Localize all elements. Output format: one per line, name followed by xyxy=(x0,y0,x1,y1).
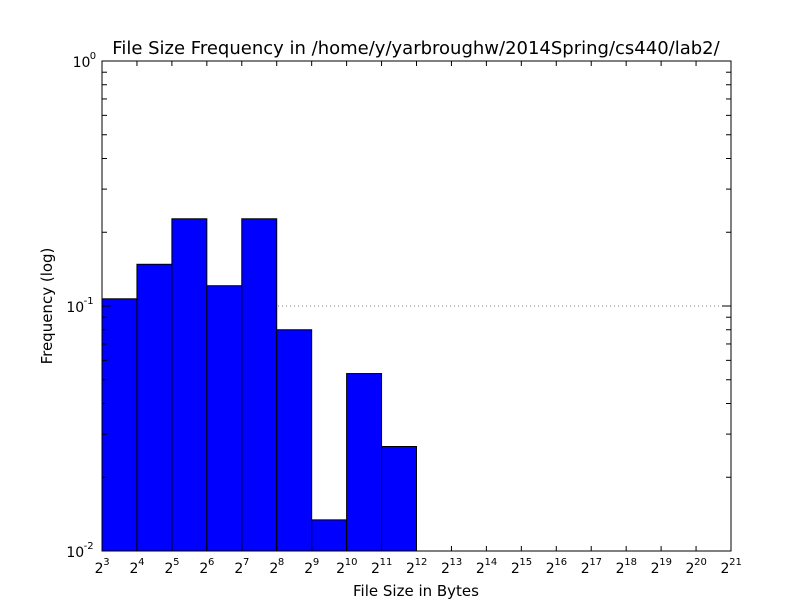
x-tick-label-5-base: 2 xyxy=(164,561,173,577)
x-tick-label-20: 2 20 xyxy=(686,557,707,577)
x-axis-label: File Size in Bytes xyxy=(353,582,479,600)
histogram-bar-0 xyxy=(101,298,138,552)
x-tick-label-20-base: 2 xyxy=(686,561,695,577)
x-tick-label-18: 2 18 xyxy=(616,557,637,577)
x-tick-label-14-exponent: 14 xyxy=(484,557,497,568)
histogram-bar-2 xyxy=(171,218,208,552)
x-tick-label-3-base: 2 xyxy=(95,561,104,577)
x-tick-label-15: 2 15 xyxy=(511,557,532,577)
x-tick-label-17: 2 17 xyxy=(581,557,602,577)
x-tick-label-13-base: 2 xyxy=(441,561,450,577)
y-tick-label-0: 10 0 xyxy=(73,51,97,71)
bars-layer xyxy=(101,218,417,552)
x-tick-label-16-base: 2 xyxy=(546,561,555,577)
y-tick-label-0-base: 10 xyxy=(73,55,91,71)
y-tick-label--2-base: 10 xyxy=(66,545,84,561)
x-tick-label-15-exponent: 15 xyxy=(519,557,532,568)
x-tick-label-12-exponent: 12 xyxy=(415,557,428,568)
x-tick-label-10-base: 2 xyxy=(336,561,345,577)
x-tick-labels: 2 3 2 4 2 5 2 6 2 7 2 8 2 9 2 10 2 11 2 12 2 13 2 14 2 15 2 16 2 17 2 1… xyxy=(95,557,742,577)
x-tick-label-17-base: 2 xyxy=(581,561,590,577)
x-tick-label-11: 2 11 xyxy=(371,557,392,577)
x-tick-label-16: 2 16 xyxy=(546,557,567,577)
x-tick-label-9-exponent: 9 xyxy=(313,557,319,568)
x-tick-label-6-base: 2 xyxy=(199,561,208,577)
x-tick-label-12: 2 12 xyxy=(406,557,427,577)
ticks-layer xyxy=(101,60,732,552)
x-tick-label-13: 2 13 xyxy=(441,557,462,577)
y-tick-label-0-exponent: 0 xyxy=(90,51,96,62)
x-tick-label-11-base: 2 xyxy=(371,561,380,577)
x-tick-label-12-base: 2 xyxy=(406,561,415,577)
histogram-bar-5 xyxy=(276,329,313,552)
x-tick-label-20-exponent: 20 xyxy=(694,557,707,568)
x-tick-label-19-exponent: 19 xyxy=(659,557,672,568)
y-tick-label--2-exponent: -2 xyxy=(84,541,94,552)
x-tick-label-14: 2 14 xyxy=(476,557,497,577)
x-tick-label-11-exponent: 11 xyxy=(380,557,393,568)
x-tick-label-21-base: 2 xyxy=(721,561,730,577)
x-tick-label-19-base: 2 xyxy=(651,561,660,577)
x-tick-label-21-exponent: 21 xyxy=(729,557,742,568)
x-tick-label-16-exponent: 16 xyxy=(554,557,567,568)
x-tick-label-4-base: 2 xyxy=(130,561,139,577)
histogram-bar-1 xyxy=(136,263,173,552)
x-tick-label-9-base: 2 xyxy=(304,561,313,577)
x-tick-label-10-exponent: 10 xyxy=(345,557,358,568)
x-tick-label-4-exponent: 4 xyxy=(138,557,144,568)
x-tick-label-19: 2 19 xyxy=(651,557,672,577)
histogram-bar-4 xyxy=(241,218,278,552)
x-tick-label-21: 2 21 xyxy=(721,557,742,577)
chart-title: File Size Frequency in /home/y/yarbrough… xyxy=(112,38,720,59)
x-tick-label-8-exponent: 8 xyxy=(278,557,284,568)
y-tick-label--1-base: 10 xyxy=(66,300,84,316)
x-tick-label-10: 2 10 xyxy=(336,557,357,577)
x-tick-label-18-base: 2 xyxy=(616,561,625,577)
histogram-bar-3 xyxy=(206,285,243,552)
y-axis-label: Frequency (log) xyxy=(38,248,56,365)
x-tick-label-7-base: 2 xyxy=(234,561,243,577)
y-tick-label--1: 10 -1 xyxy=(66,296,93,316)
x-tick-label-7-exponent: 7 xyxy=(243,557,249,568)
x-tick-label-6-exponent: 6 xyxy=(208,557,214,568)
histogram-bar-8 xyxy=(381,446,417,552)
x-tick-label-5-exponent: 5 xyxy=(173,557,179,568)
x-tick-label-13-exponent: 13 xyxy=(450,557,463,568)
x-tick-label-14-base: 2 xyxy=(476,561,485,577)
histogram-bar-6 xyxy=(311,519,348,552)
x-tick-label-15-base: 2 xyxy=(511,561,520,577)
y-tick-label--1-exponent: -1 xyxy=(84,296,94,307)
x-tick-label-17-exponent: 17 xyxy=(589,557,602,568)
x-tick-label-3-exponent: 3 xyxy=(103,557,109,568)
y-tick-label--2: 10 -2 xyxy=(66,541,93,561)
x-tick-label-18-exponent: 18 xyxy=(624,557,637,568)
x-tick-label-8-base: 2 xyxy=(269,561,278,577)
histogram-bar-7 xyxy=(346,373,383,552)
